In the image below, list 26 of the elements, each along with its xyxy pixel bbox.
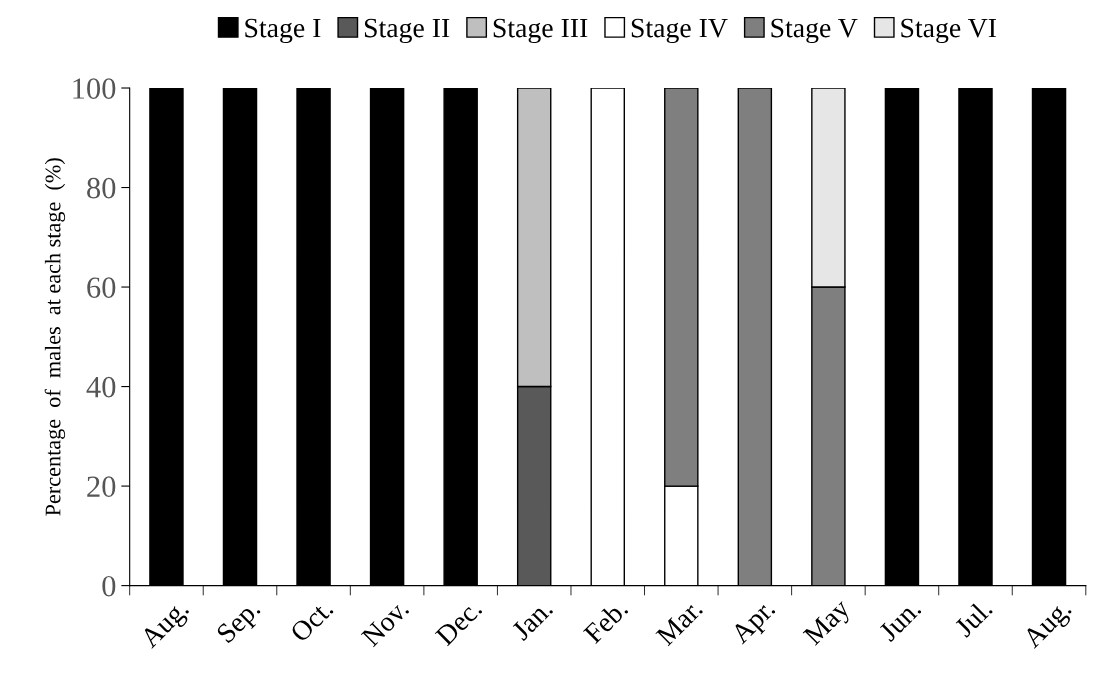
x-tick-label: Mar. [655,598,704,647]
x-tick-label: Oct. [289,598,334,644]
x-tick-label: Jan. [510,598,554,642]
y-tick-label: 100 [73,78,116,99]
legend-label: Stage VI [901,18,997,44]
x-tick-label: Jul. [953,598,994,639]
legend-label: Stage I [245,18,321,44]
y-tick-label: 20 [87,476,116,497]
x-tick-label: Aug. [138,598,194,654]
legend-label: Stage III [493,18,588,44]
legend-label: Stage II [364,18,450,44]
x-tick-label: Feb. [582,598,629,645]
y-tick-label: 80 [87,177,116,199]
y-axis-title: Percentage of males at each stage (%) [44,158,66,516]
x-tick-label: Nov. [360,598,410,648]
x-tick-label: May [802,597,856,650]
x-tick-label: Apr. [729,598,780,649]
x-tick-label: Sep. [215,598,265,648]
x-tick-label: Dec. [434,598,483,647]
y-tick-label: 0 [102,575,116,597]
legend-label: Stage IV [631,18,728,44]
y-tick-label: 40 [86,376,116,398]
legend-label: Stage V [771,18,858,44]
x-tick-label: Jun. [878,598,922,643]
x-tick-label: Aug. [1021,598,1077,654]
y-tick-label: 60 [87,277,116,298]
